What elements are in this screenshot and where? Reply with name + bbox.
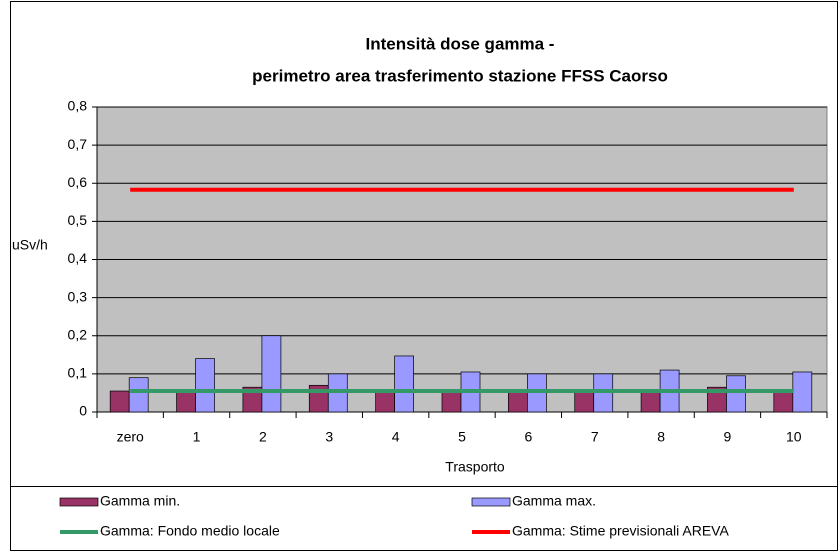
x-tick-label: 2 [259,429,267,445]
y-tick-label: 0,2 [68,326,88,342]
x-tick-label: 10 [786,429,802,445]
bar [128,377,149,413]
bar [792,371,813,413]
bar [508,390,528,413]
x-tick-label: 9 [724,429,732,445]
x-axis-label: Trasporto [445,459,505,475]
x-tick-label: 5 [458,429,466,445]
y-tick-label: 0,4 [68,250,88,266]
bar [195,358,215,413]
bar [726,375,746,413]
bar [176,390,196,413]
bar [109,390,130,413]
bar [574,390,595,413]
bar [394,355,414,413]
x-tick-label: 7 [591,429,599,445]
x-tick-label: 1 [193,429,201,445]
x-tick-label: 3 [325,429,333,445]
legend [10,486,838,551]
legend-label: Gamma min. [100,493,180,509]
legend-label: Gamma: Stime previsionali AREVA [512,523,729,539]
y-tick-label: 0 [79,403,87,419]
x-tick-label: 6 [524,429,532,445]
legend-label: Gamma: Fondo medio locale [100,523,280,539]
y-tick-label: 0,3 [68,288,88,304]
legend-swatch [59,497,99,507]
x-tick-label: 8 [657,429,665,445]
bar [640,390,661,413]
bar [441,390,462,413]
y-tick-label: 0,5 [68,212,88,228]
x-tick-label: 4 [392,429,400,445]
x-tick-label: zero [117,429,144,445]
bar [773,390,794,413]
y-axis-label: uSv/h [12,237,48,253]
chart-title: perimetro area trasferimento stazione FF… [252,66,668,85]
y-tick-label: 0,1 [68,365,88,381]
bar [375,390,395,413]
legend-swatch [471,497,511,507]
y-tick-label: 0,8 [68,98,88,114]
y-tick-label: 0,7 [68,136,88,152]
bar [261,335,282,413]
y-tick-label: 0,6 [68,174,88,190]
legend-label: Gamma max. [512,493,596,509]
chart-title: Intensità dose gamma - [366,34,555,53]
